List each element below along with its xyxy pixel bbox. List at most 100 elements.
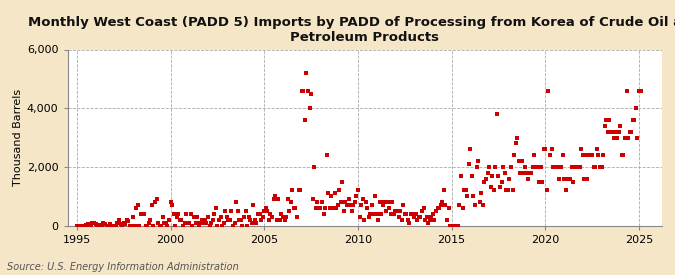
Point xyxy=(312,200,323,204)
Point xyxy=(101,223,112,228)
Point xyxy=(273,197,284,201)
Point xyxy=(240,209,251,213)
Point xyxy=(612,135,622,140)
Point xyxy=(465,147,476,152)
Point xyxy=(466,174,477,178)
Point xyxy=(540,147,551,152)
Point xyxy=(356,203,367,207)
Point xyxy=(187,223,198,228)
Point xyxy=(75,223,86,228)
Point xyxy=(601,118,612,122)
Point xyxy=(385,211,396,216)
Point xyxy=(554,176,565,181)
Point xyxy=(451,223,462,228)
Point xyxy=(295,188,306,192)
Point xyxy=(620,135,630,140)
Point xyxy=(218,220,229,225)
Point xyxy=(532,165,543,169)
Point xyxy=(407,211,418,216)
Point xyxy=(90,222,101,226)
Point xyxy=(168,211,179,216)
Point xyxy=(496,179,507,184)
Point xyxy=(104,222,115,226)
Point xyxy=(257,214,268,219)
Point xyxy=(186,211,196,216)
Point xyxy=(300,118,310,122)
Point xyxy=(410,211,421,216)
Point xyxy=(576,147,587,152)
Point xyxy=(192,214,202,219)
Point xyxy=(252,211,263,216)
Point xyxy=(441,218,452,222)
Point xyxy=(529,153,540,157)
Point xyxy=(535,165,546,169)
Point xyxy=(635,88,646,93)
Point xyxy=(377,203,388,207)
Point xyxy=(343,197,354,201)
Point xyxy=(437,200,448,204)
Point xyxy=(159,220,169,225)
Point xyxy=(275,218,286,222)
Point xyxy=(115,222,126,226)
Point xyxy=(484,165,495,169)
Point xyxy=(552,165,563,169)
Point xyxy=(373,218,383,222)
Point xyxy=(227,223,238,228)
Point xyxy=(351,194,362,198)
Point xyxy=(614,130,624,134)
Point xyxy=(456,174,466,178)
Point xyxy=(261,206,271,210)
Point xyxy=(76,223,87,228)
Point xyxy=(401,211,412,216)
Point xyxy=(396,218,407,222)
Point xyxy=(609,135,620,140)
Point xyxy=(534,179,545,184)
Point xyxy=(597,153,608,157)
Point xyxy=(134,223,144,228)
Point xyxy=(112,220,123,225)
Point xyxy=(493,174,504,178)
Point xyxy=(290,206,301,210)
Point xyxy=(425,218,435,222)
Point xyxy=(580,153,591,157)
Point xyxy=(106,223,117,228)
Point xyxy=(510,141,521,145)
Point xyxy=(489,188,500,192)
Point xyxy=(195,220,206,225)
Point xyxy=(298,88,308,93)
Point xyxy=(150,200,161,204)
Point xyxy=(607,130,618,134)
Point xyxy=(370,194,381,198)
Point xyxy=(190,220,201,225)
Point xyxy=(234,218,244,222)
Point xyxy=(448,223,458,228)
Point xyxy=(251,220,262,225)
Point xyxy=(593,153,604,157)
Point xyxy=(491,112,502,116)
Point xyxy=(596,165,607,169)
Point xyxy=(479,179,490,184)
Point xyxy=(434,206,445,210)
Point xyxy=(310,206,321,210)
Point xyxy=(431,209,441,213)
Point xyxy=(107,223,118,228)
Point xyxy=(610,130,621,134)
Point xyxy=(157,214,168,219)
Point xyxy=(500,170,510,175)
Point xyxy=(320,206,331,210)
Point xyxy=(350,200,360,204)
Point xyxy=(123,219,134,223)
Point xyxy=(72,223,82,228)
Point xyxy=(557,153,568,157)
Point xyxy=(167,203,178,207)
Point xyxy=(502,188,513,192)
Point xyxy=(482,170,493,175)
Point xyxy=(81,222,92,227)
Point xyxy=(345,203,356,207)
Point xyxy=(515,170,526,175)
Point xyxy=(490,165,501,169)
Point xyxy=(415,214,426,219)
Point xyxy=(277,214,288,219)
Point xyxy=(87,221,98,225)
Point xyxy=(334,188,345,192)
